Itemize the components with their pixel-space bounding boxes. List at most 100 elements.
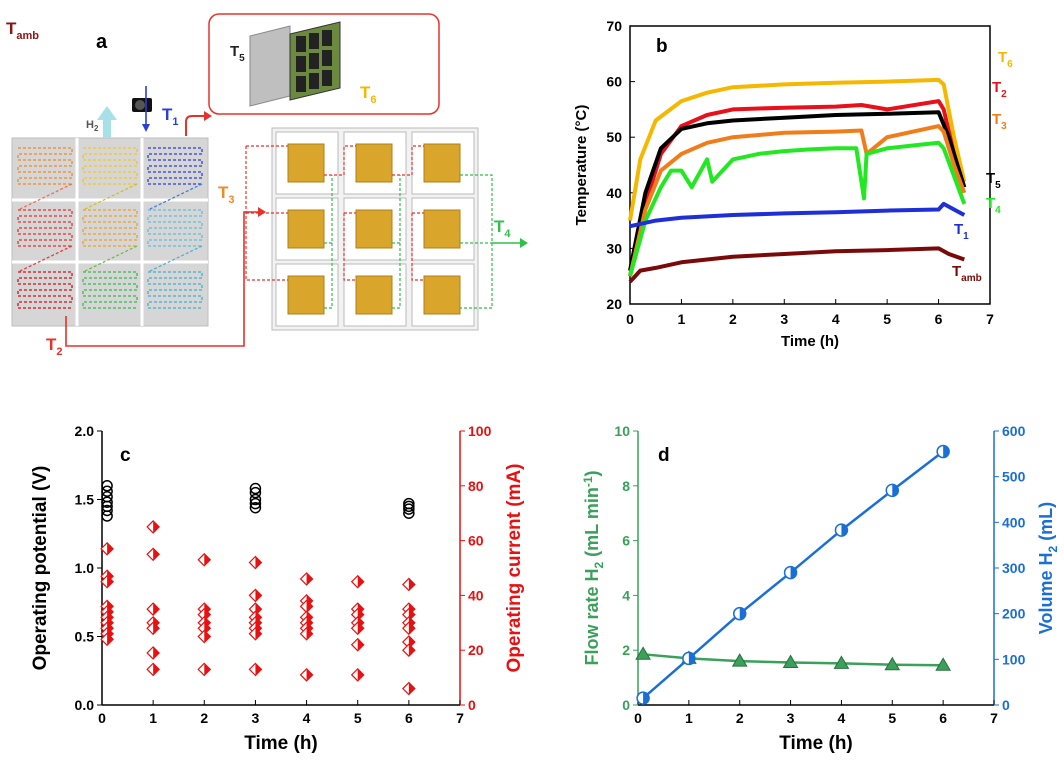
h2-outlet-arrow [97,106,117,138]
series-label-t2: T2 [992,79,1007,100]
flow-rate-point [884,656,901,671]
series-line-tamb [628,246,965,284]
t3-label: T3 [218,183,235,206]
current-point-fill [153,663,160,676]
y-right-tick-label: 0 [468,697,476,713]
x-tick-label: 2 [736,710,744,726]
flow-rate-point [935,657,952,671]
x-tick-label: 4 [832,311,840,327]
x-tick-label: 5 [883,311,891,327]
current-point-fill [153,646,160,659]
y-tick-label: 40 [606,185,622,201]
current-point-fill [408,644,415,657]
y-right-tick-label: 600 [1002,423,1026,439]
potential-point [101,510,113,522]
t2-label: T2 [46,335,63,358]
y-right-axis-label: Volume H2 (mL) [1036,502,1060,634]
x-tick-label: 6 [939,710,947,726]
potential-point [101,504,113,517]
y-tick-label: 30 [606,240,622,256]
x-tick-label: 3 [780,311,788,327]
current-point-fill [255,589,262,602]
x-tick-label: 2 [200,710,208,726]
y-right-tick-label: 200 [1002,606,1026,622]
series-line-t5 [628,110,967,271]
y-left-axis-label: Operating potential (V) [30,466,51,671]
series-label-tamb: Tamb [952,263,982,284]
t5-label: T5 [230,43,245,64]
x-tick-label: 2 [729,311,737,327]
electrolyzer-stack-grid [11,137,209,327]
series-label-t5: T5 [986,170,1001,191]
panel-letter-d: d [658,445,670,466]
y-right-tick-label: 300 [1002,560,1026,576]
flow-rate-point [833,655,850,669]
current-point-fill [408,622,415,635]
current-point-fill [255,556,262,569]
x-tick-label: 7 [986,311,994,327]
y-right-tick-label: 80 [468,478,484,494]
volume-point-fill [841,524,848,537]
h2-label: H2 [86,119,99,133]
t1-label: T1 [162,105,179,128]
current-point-fill [306,572,313,585]
x-tick-label: 0 [626,311,634,327]
flow-rate-point [782,654,799,669]
y-left-tick-label: 0.5 [75,629,95,645]
current-point-fill [357,575,364,588]
current-point-fill [153,603,160,616]
potential-point [101,496,113,508]
current-point-fill [357,638,364,651]
volume-point-fill [643,692,650,705]
y-left-tick-label: 0 [622,697,630,713]
potential-point [101,485,113,498]
series-line-t4 [628,140,967,277]
x-tick-label: 1 [685,710,693,726]
current-point-fill [306,600,313,613]
panel-letter-c: c [120,445,131,466]
current-point-fill [306,668,313,681]
y-right-tick-label: 20 [468,642,484,658]
current-point-fill [306,627,313,640]
x-tick-label: 3 [787,710,795,726]
x-tick-label: 1 [678,311,686,327]
y-left-tick-label: 0.0 [75,697,95,713]
thermocouple-camera-icon [132,86,152,132]
current-point-fill [153,548,160,561]
current-point-fill [107,542,114,555]
y-left-tick-label: 2 [622,642,630,658]
x-tick-label: 5 [888,710,896,726]
potential-point [249,482,262,495]
chart-b-temperature: 0 1 2 3 4 5 6 7 20 30 40 50 60 70 Time (h) Temperature … [573,18,1013,350]
y-left-tick-label: 10 [614,423,630,439]
x-axis-label: Time (h) [244,733,318,754]
y-axis-label: Temperature (°C) [573,105,590,226]
current-point-fill [255,627,262,640]
volume-point-fill [688,652,695,665]
y-left-tick-label: 1.5 [75,492,95,508]
series-label-t3: T3 [992,111,1007,132]
inset-t5-t6 [208,13,440,115]
potential-point [249,486,262,499]
x-tick-label: 7 [456,710,464,726]
t4-label: T4 [494,217,511,240]
y-right-tick-label: 500 [1002,469,1026,485]
y-tick-label: 20 [606,296,622,312]
potential-point [249,493,262,506]
flow-rate-point [731,653,748,667]
callout-arrow [185,115,206,136]
volume-point-fill [739,607,746,620]
current-point-fill [204,630,211,643]
y-tick-label: 60 [606,74,622,90]
series-line-t2 [628,99,967,277]
current-point-fill [107,575,114,588]
y-left-tick-label: 2.0 [75,423,95,439]
x-axis-label: Time (h) [781,333,839,350]
series-label-t6: T6 [998,49,1013,70]
y-left-tick-label: 4 [622,587,630,603]
y-right-axis-label: Operating current (mA) [504,463,525,672]
t6-label: T6 [360,83,377,106]
x-tick-label: 4 [303,710,311,726]
series-label-t1: T1 [954,221,969,242]
